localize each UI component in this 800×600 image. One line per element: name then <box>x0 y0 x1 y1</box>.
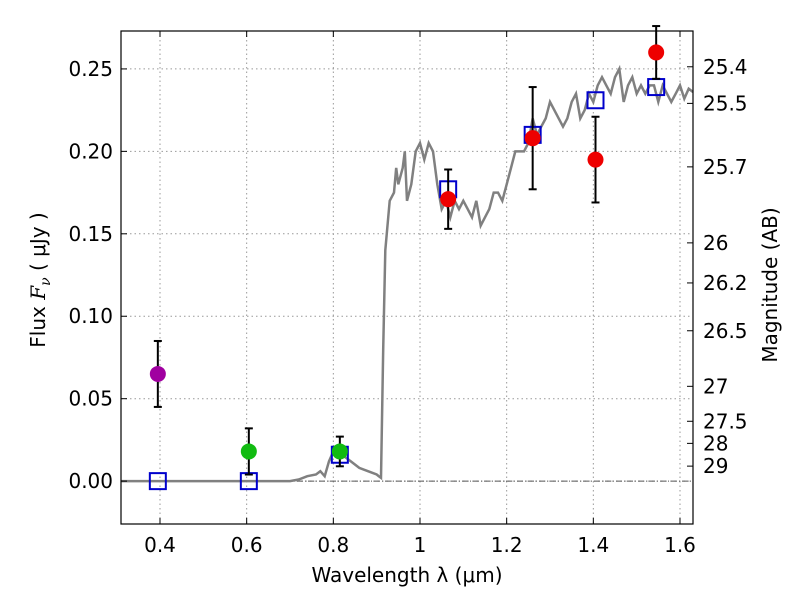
observation-point-violet <box>149 339 166 408</box>
observation-marker <box>331 443 348 460</box>
magnitude-tick-label: 26.5 <box>703 319 748 343</box>
magnitude-tick-label: 29 <box>703 454 728 478</box>
grid-lines <box>121 31 693 524</box>
x-axis-label: Wavelength λ (μm) <box>311 563 502 587</box>
magnitude-tick-label: 25.7 <box>703 155 748 179</box>
observation-point-red <box>587 115 604 204</box>
observation-point-green <box>331 435 348 468</box>
y-tick-label: 0.20 <box>68 139 113 163</box>
x-tick-label: 0.8 <box>317 533 349 557</box>
y-tick-labels: 0.00 0.05 0.10 0.15 0.20 0.25 <box>68 57 113 493</box>
y-tick-label: 0.10 <box>68 304 113 328</box>
y-axis-label: Flux Fν ( μJy ) <box>26 212 54 347</box>
observation-marker <box>648 44 665 61</box>
observation-marker <box>149 365 166 382</box>
x-tick-label: 1.6 <box>664 533 696 557</box>
magnitude-tick-label: 25.4 <box>703 55 748 79</box>
observation-point-red <box>440 168 457 230</box>
model-photometry-square <box>586 91 605 110</box>
observation-marker <box>524 130 541 147</box>
observation-marker <box>440 191 457 208</box>
magnitude-axis-label: Magnitude (AB) <box>758 207 782 362</box>
x-tick-label: 1.4 <box>577 533 609 557</box>
observation-point-red <box>648 25 665 80</box>
observation-point-red <box>524 86 541 191</box>
x-tick-label: 0.4 <box>144 533 176 557</box>
y-tick-label: 0.25 <box>68 57 113 81</box>
x-tick-label: 1 <box>414 533 427 557</box>
magnitude-tick-label: 28 <box>703 431 728 455</box>
model-spectrum-line <box>121 64 694 483</box>
observation-marker <box>240 443 257 460</box>
plot-area <box>121 31 693 524</box>
magnitude-tick-label: 27 <box>703 374 728 398</box>
observation-point-green <box>240 427 257 476</box>
x-tick-label: 0.6 <box>231 533 263 557</box>
x-tick-label: 1.2 <box>491 533 523 557</box>
observed-photometry-series <box>149 25 665 476</box>
magnitude-tick-label: 26.2 <box>703 271 748 295</box>
y-tick-label: 0.05 <box>68 387 113 411</box>
magnitude-tick-label: 25.5 <box>703 91 748 115</box>
magnitude-tick-label: 27.5 <box>703 409 748 433</box>
observation-marker <box>587 151 604 168</box>
magnitude-tick-label: 26 <box>703 231 728 255</box>
plot-frame <box>120 30 694 525</box>
model-photometry-square <box>148 472 167 491</box>
x-tick-labels: 0.4 0.6 0.8 1 1.2 1.4 1.6 <box>144 533 696 557</box>
y-tick-label: 0.15 <box>68 222 113 246</box>
axis-ticks <box>121 31 693 524</box>
y-tick-label: 0.00 <box>68 469 113 493</box>
